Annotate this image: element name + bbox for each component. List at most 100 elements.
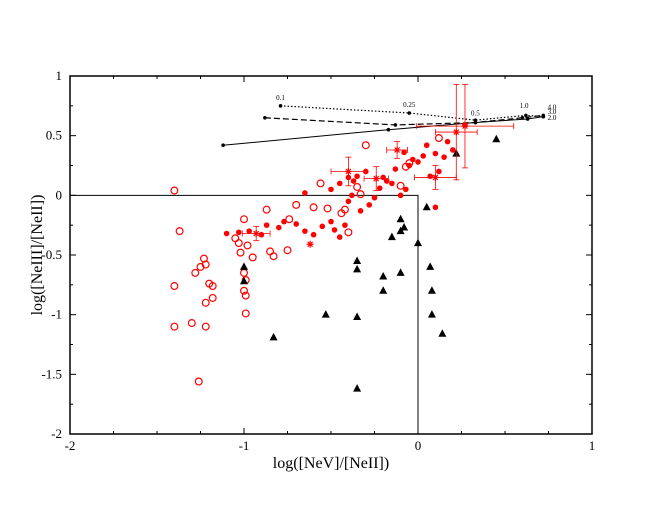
- data-point-open-circle: [170, 322, 179, 331]
- data-point-filled-circle: [276, 224, 282, 231]
- data-point-open-circle: [236, 248, 245, 257]
- x-tick-label: 0: [415, 438, 422, 453]
- data-point-open-circle: [240, 268, 249, 277]
- data-point-triangle: [353, 256, 362, 264]
- y-axis-label: log([NeIII]/[NeII]): [29, 195, 46, 316]
- model-tracks: 0.1 0.25 0.5 1.0 4.03.02.0: [221, 94, 557, 148]
- data-point-filled-circle: [336, 234, 343, 240]
- data-point-open-circle: [241, 291, 250, 300]
- data-point-asterisk: [307, 241, 314, 248]
- data-point-open-circle: [201, 260, 210, 269]
- model-track-point: [407, 111, 412, 115]
- data-point-filled-circle: [392, 166, 399, 172]
- model-track-point: [520, 115, 525, 120]
- data-point-triangle: [396, 268, 405, 276]
- data-point-open-circle: [191, 268, 200, 277]
- data-point-triangle: [321, 310, 330, 318]
- y-tick-label: -1.5: [41, 366, 62, 381]
- data-point-open-circle: [285, 215, 294, 224]
- data-point-open-circle: [208, 282, 217, 291]
- data-point-triangle: [240, 262, 248, 270]
- data-point-open-circle: [231, 234, 240, 243]
- data-point-open-circle: [361, 141, 370, 150]
- model-track-point: [221, 143, 225, 148]
- data-point-filled-circle: [389, 180, 395, 187]
- data-point-triangle: [426, 262, 435, 270]
- y-tick-label: -0.5: [41, 247, 62, 262]
- data-point-filled-circle: [310, 231, 317, 238]
- data-point-asterisk: [345, 168, 352, 175]
- data-point-filled-circle: [354, 173, 360, 180]
- data-point-filled-circle: [403, 186, 409, 193]
- data-point-open-circle: [434, 134, 443, 143]
- data-point-triangle: [438, 329, 447, 337]
- data-point-triangle: [427, 310, 436, 318]
- model-track-dashed: [264, 114, 544, 126]
- model-track-point: [473, 120, 478, 125]
- data-point-filled-circle: [223, 230, 230, 237]
- model-track-label: 3.0: [548, 108, 557, 116]
- data-point-triangle: [492, 134, 501, 143]
- data-point-open-circle: [283, 246, 292, 255]
- data-point-filled-circle: [302, 228, 308, 234]
- data-point-filled-circle: [415, 159, 421, 165]
- model-track-label: 1.0: [520, 102, 529, 110]
- plot-frame: [69, 75, 593, 435]
- data-point-filled-circle: [432, 204, 439, 211]
- data-point-filled-circle: [281, 218, 287, 225]
- data-point-open-circle: [170, 282, 179, 291]
- model-track-label: 0.5: [471, 109, 480, 117]
- model-track-point: [278, 104, 283, 108]
- model-track-point: [386, 127, 391, 132]
- data-point-asterisk: [432, 174, 439, 181]
- model-track-label: 0.1: [276, 94, 285, 102]
- x-axis-label: log([NeV]/[NeII]): [273, 455, 389, 472]
- tick-labels: -2 -1 0 1 1 0.5 0 -0.5 -1 -1.5 -2: [41, 68, 595, 453]
- x-tick-label: 1: [589, 438, 596, 453]
- data-point-filled-circle: [350, 178, 357, 184]
- data-point-open-circle: [309, 203, 318, 212]
- data-point-open-circle: [201, 298, 210, 307]
- region-box: [70, 194, 419, 434]
- data-point-triangle: [400, 223, 409, 231]
- x-tick-label: -2: [65, 438, 76, 453]
- data-point-filled-circle: [331, 227, 338, 233]
- data-point-filled-circle: [328, 186, 334, 193]
- data-point-triangle: [387, 232, 396, 241]
- axis-ticks: [69, 75, 593, 435]
- data-point-triangle: [240, 276, 248, 285]
- data-point-open-circle: [262, 205, 271, 214]
- data-point-filled-circle: [450, 147, 456, 153]
- model-track-point: [393, 123, 398, 127]
- data-point-open-circle: [323, 204, 332, 213]
- data-point-open-circle: [234, 239, 243, 248]
- data-point-open-circle: [292, 200, 301, 209]
- data-point-open-circle: [356, 190, 365, 199]
- data-point-filled-circle: [441, 154, 447, 160]
- data-point-asterisk: [394, 147, 401, 153]
- y-tick-label: 0.5: [46, 128, 62, 143]
- data-point-open-circle: [201, 322, 210, 331]
- model-track-point: [524, 113, 528, 118]
- y-tick-label: 1: [56, 68, 63, 83]
- data-point-filled-circle: [345, 198, 352, 205]
- data-point-filled-circle: [427, 173, 433, 180]
- model-track-label: 2.0: [548, 114, 557, 122]
- data-point-open-circle: [170, 186, 179, 195]
- data-point-asterisk: [253, 230, 260, 237]
- data-point-open-circle: [316, 179, 325, 188]
- data-point-open-circle: [340, 205, 349, 214]
- data-point-asterisk: [462, 123, 468, 130]
- data-point-filled-circle: [342, 222, 348, 228]
- data-point-filled-circle: [376, 185, 383, 191]
- model-track-point: [263, 115, 267, 120]
- data-point-asterisk: [373, 175, 380, 182]
- data-point-open-circle: [353, 182, 362, 191]
- data-point-filled-circle: [293, 221, 300, 227]
- data-point-filled-circle: [409, 156, 416, 163]
- model-track-label: 0.25: [403, 101, 416, 109]
- data-point-triangle: [422, 202, 431, 211]
- data-point-triangle: [396, 214, 405, 223]
- data-point-open-circle: [240, 286, 249, 295]
